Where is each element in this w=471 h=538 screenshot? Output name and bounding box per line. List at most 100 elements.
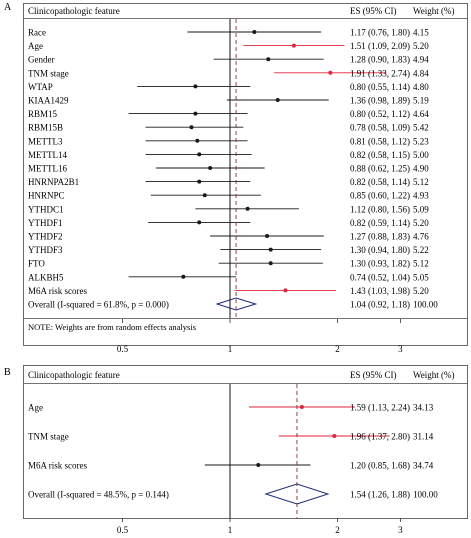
overall-label: Overall (I-squared = 48.5%, p = 0.144) [28,490,169,500]
es-text-rbm15b: 0.78 (0.58, 1.09) [350,123,410,133]
point-estimate-tnm-stage [332,434,337,438]
panel-b-es-header: ES (95% CI) [350,370,397,380]
weight-text-rbm15: 4.64 [413,109,429,119]
es-text-kiaa1429: 1.36 (0.98, 1.89) [350,96,410,106]
es-text-alkbh5: 0.74 (0.52, 1.04) [350,272,410,282]
panel-a-es-header: ES (95% CI) [350,6,397,16]
es-text-gender: 1.28 (0.90, 1.83) [350,55,410,65]
row-label-fto: FTO [28,259,45,269]
point-estimate-fto [268,261,273,266]
overall-weight-text: 100.00 [413,300,438,310]
overall-weight-text: 100.00 [413,490,438,500]
es-text-ythdf3: 1.30 (0.94, 1.80) [350,245,410,255]
weight-text-m6a-risk-scores: 5.20 [413,286,429,296]
x-tick-label-2: 2 [335,344,340,354]
overall-label: Overall (I-squared = 61.8%, p = 0.000) [28,300,169,310]
row-label-mettl14: METTL14 [28,150,67,160]
row-label-m6a-risk-scores: M6A risk scores [28,286,87,296]
point-estimate-ythdf3 [268,247,273,252]
panel-b-feature-header: Clinicopathologic feature [28,370,120,380]
weight-text-rbm15b: 5.42 [413,123,429,133]
weight-text-m6a-risk-scores: 34.74 [413,461,434,471]
es-text-mettl14: 0.82 (0.58, 1.15) [350,150,410,160]
panel-a-letter: A [4,2,12,13]
weight-text-fto: 5.12 [413,259,429,269]
x-tick-label-2: 2 [335,525,340,535]
weight-text-ythdf2: 4.76 [413,232,429,242]
weight-text-alkbh5: 5.05 [413,272,429,282]
row-label-age: Age [28,41,43,51]
weight-text-age: 5.20 [413,41,429,51]
es-text-age: 1.59 (1.13, 2.24) [350,403,410,413]
row-label-wtap: WTAP [28,82,53,92]
weight-text-race: 4.15 [413,28,429,38]
row-label-ythdf1: YTHDF1 [28,218,63,228]
point-estimate-alkbh5 [181,274,186,279]
overall-es-text: 1.54 (1.26, 1.88) [350,490,410,500]
es-text-tnm-stage: 1.91 (1.33, 2.74) [350,68,410,78]
point-estimate-hnrnpc [202,193,207,198]
weight-text-ythdc1: 5.09 [413,204,429,214]
row-label-mettl16: METTL16 [28,164,67,174]
point-estimate-hnrnpa2b1 [197,179,202,184]
point-estimate-wtap [193,84,198,89]
row-label-ythdc1: YTHDC1 [28,204,64,214]
point-estimate-m6a-risk-scores [283,288,288,293]
panel-b-weight-header: Weight (%) [413,370,455,380]
x-tick-label-0-5: 0.5 [117,344,129,354]
weight-text-age: 34.13 [413,403,434,413]
row-label-gender: Gender [28,55,55,65]
row-label-ythdf2: YTHDF2 [28,232,63,242]
point-estimate-rbm15b [189,125,194,130]
row-label-hnrnpa2b1: HNRNPA2B1 [28,177,79,187]
point-estimate-kiaa1429 [275,98,280,102]
point-estimate-m6a-risk-scores [256,463,261,467]
overall-diamond [264,483,330,505]
overall-es-text: 1.04 (0.92, 1.18) [350,300,410,310]
row-label-kiaa1429: KIAA1429 [28,96,69,106]
x-tick-label-3: 3 [398,525,403,535]
point-estimate-gender [266,57,271,62]
row-label-rbm15: RBM15 [28,109,58,119]
point-estimate-ythdf1 [197,220,202,225]
row-label-mettl3: METTL3 [28,136,63,146]
es-text-age: 1.51 (1.09, 2.09) [350,41,410,51]
es-text-hnrnpc: 0.85 (0.60, 1.22) [350,191,410,201]
row-label-age: Age [28,403,43,413]
point-estimate-race [252,30,257,34]
es-text-tnm-stage: 1.96 (1.37, 2.80) [350,432,410,442]
panel-a-feature-header: Clinicopathologic feature [28,6,120,16]
weight-text-tnm-stage: 31.14 [413,432,434,442]
weight-text-mettl16: 4.90 [413,164,429,174]
weight-text-gender: 4.94 [413,55,429,65]
es-text-m6a-risk-scores: 1.43 (1.03, 1.98) [350,286,410,296]
row-label-m6a-risk-scores: M6A risk scores [28,461,87,471]
row-label-race: Race [28,28,46,38]
weight-text-hnrnpa2b1: 5.12 [413,177,429,187]
es-text-hnrnpa2b1: 0.82 (0.58, 1.14) [350,177,410,187]
weight-text-hnrnpc: 4.93 [413,191,429,201]
x-tick-label-0-5: 0.5 [117,525,129,535]
point-estimate-mettl3 [195,138,200,143]
es-text-ythdc1: 1.12 (0.80, 1.56) [350,204,410,214]
weight-text-wtap: 4.80 [413,82,429,92]
es-text-wtap: 0.80 (0.55, 1.14) [350,82,410,92]
weight-text-tnm-stage: 4.84 [413,68,429,78]
panel-a: A Clinicopathologic feature ES (95% CI) … [4,2,468,354]
point-estimate-rbm15 [193,111,198,116]
row-label-tnm-stage: TNM stage [28,432,69,442]
es-text-mettl3: 0.81 (0.58, 1.12) [350,136,410,146]
panel-b-frame [23,365,468,519]
x-tick-label-1: 1 [228,525,233,535]
panel-b: B Clinicopathologic feature ES (95% CI) … [4,365,468,535]
row-label-tnm-stage: TNM stage [28,68,69,78]
panel-a-weight-header: Weight (%) [413,6,455,16]
weight-text-ythdf1: 5.20 [413,218,429,228]
row-label-rbm15b: RBM15B [28,123,63,133]
es-text-m6a-risk-scores: 1.20 (0.85, 1.68) [350,461,410,471]
point-estimate-age [299,405,304,409]
row-label-alkbh5: ALKBH5 [28,272,64,282]
row-label-hnrnpc: HNRNPC [28,191,65,201]
panel-a-frame [23,3,468,346]
es-text-ythdf2: 1.27 (0.88, 1.83) [350,232,410,242]
